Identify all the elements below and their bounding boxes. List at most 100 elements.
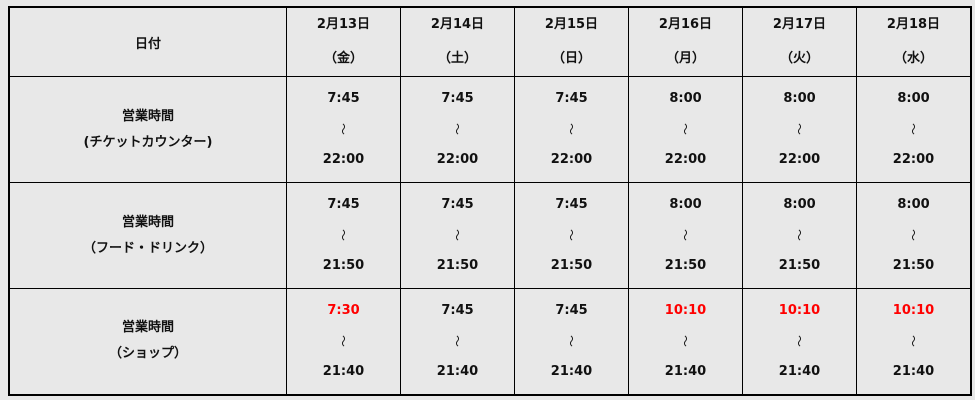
close-time: 22:00 [778,152,821,167]
open-time: 8:00 [783,197,816,212]
close-time: 22:00 [436,152,479,167]
day-weekday: （土） [437,51,477,66]
close-time: 22:00 [550,152,593,167]
open-time: 7:45 [555,197,588,212]
row-title: 営業時間 [121,214,174,230]
close-time: 21:40 [892,363,935,379]
range-separator: 〜 [743,326,856,357]
hours-cell: 7:45 〜 21:50 [400,182,515,289]
row-label: 営業時間 （ショップ） [8,288,287,395]
day-header: 2月14日 （土） [400,6,515,77]
date-header-label: 日付 [8,6,287,77]
range-separator: 〜 [401,114,514,145]
close-time: 21:40 [664,363,707,379]
open-time: 10:10 [892,302,935,318]
open-time: 7:30 [327,302,360,318]
day-date: 2月13日 [316,17,371,32]
open-time: 7:45 [327,91,360,106]
tilde-icon: 〜 [792,228,807,242]
range-separator: 〜 [629,220,742,251]
range-separator: 〜 [743,220,856,251]
row-subtitle: （フード・ドリンク） [82,240,213,256]
open-time: 7:45 [441,91,474,106]
hours-cell: 7:30 〜 21:40 [286,288,401,395]
tilde-icon: 〜 [792,334,807,347]
hours-cell: 8:00 〜 22:00 [856,76,972,183]
tilde-icon: 〜 [564,228,579,242]
close-time: 21:50 [550,258,593,273]
close-time: 21:50 [436,258,479,273]
range-separator: 〜 [857,326,970,357]
hours-cell: 10:10 〜 21:40 [628,288,743,395]
close-time: 22:00 [892,152,935,167]
close-time: 22:00 [664,152,707,167]
tilde-icon: 〜 [336,334,351,347]
tilde-icon: 〜 [792,122,807,136]
range-separator: 〜 [515,220,628,251]
open-time: 8:00 [669,197,702,212]
day-weekday: （火） [779,51,819,66]
tilde-icon: 〜 [336,228,351,242]
open-time: 8:00 [897,91,930,106]
tilde-icon: 〜 [450,228,465,242]
day-header: 2月15日 （日） [514,6,629,77]
row-title: 営業時間 [121,108,174,124]
hours-cell: 8:00 〜 21:50 [742,182,857,289]
close-time: 21:40 [436,363,479,379]
tilde-icon: 〜 [564,334,579,347]
hours-cell: 7:45 〜 22:00 [286,76,401,183]
day-header: 2月18日 （水） [856,6,972,77]
close-time: 21:50 [892,258,935,273]
close-time: 21:40 [550,363,593,379]
hours-cell: 7:45 〜 21:50 [514,182,629,289]
tilde-icon: 〜 [564,122,579,136]
close-time: 21:50 [322,258,365,273]
day-weekday: （月） [665,51,705,66]
hours-cell: 8:00 〜 21:50 [856,182,972,289]
day-weekday: （水） [893,51,933,66]
tilde-icon: 〜 [906,228,921,242]
hours-cell: 8:00 〜 22:00 [742,76,857,183]
close-time: 21:40 [778,363,821,379]
business-hours-table: 日付 2月13日 （金） 2月14日 （土） 2月15日 （日） 2月16日 （月） 2月17日… [8,6,972,396]
hours-row: 営業時間 （ショップ） 7:30 〜 21:40 7:45 〜 21:40 7:45 〜 21:40… [8,288,972,395]
row-title: 営業時間 [121,320,174,336]
range-separator: 〜 [515,114,628,145]
hours-cell: 8:00 〜 22:00 [628,76,743,183]
range-separator: 〜 [287,114,400,145]
hours-cell: 10:10 〜 21:40 [742,288,857,395]
range-separator: 〜 [401,220,514,251]
close-time: 22:00 [322,152,365,167]
open-time: 7:45 [555,302,588,318]
range-separator: 〜 [287,220,400,251]
tilde-icon: 〜 [906,122,921,136]
range-separator: 〜 [857,114,970,145]
hours-cell: 7:45 〜 22:00 [514,76,629,183]
range-separator: 〜 [629,114,742,145]
hours-row: 営業時間 (チケットカウンター) 7:45 〜 22:00 7:45 〜 22:00 7:45 〜… [8,76,972,183]
day-header: 2月17日 （火） [742,6,857,77]
day-date: 2月14日 [430,17,485,32]
hours-cell: 10:10 〜 21:40 [856,288,972,395]
hours-cell: 8:00 〜 21:50 [628,182,743,289]
open-time: 7:45 [327,197,360,212]
row-subtitle: （ショップ） [108,346,187,362]
day-date: 2月16日 [658,17,713,32]
tilde-icon: 〜 [450,122,465,136]
tilde-icon: 〜 [450,334,465,347]
tilde-icon: 〜 [678,334,693,347]
hours-row: 営業時間 （フード・ドリンク） 7:45 〜 21:50 7:45 〜 21:50 7:45 〜 2… [8,182,972,289]
open-time: 7:45 [555,91,588,106]
close-time: 21:50 [778,258,821,273]
day-date: 2月15日 [544,17,599,32]
tilde-icon: 〜 [678,228,693,242]
open-time: 7:45 [441,197,474,212]
open-time: 10:10 [664,302,707,318]
tilde-icon: 〜 [678,122,693,136]
day-header: 2月16日 （月） [628,6,743,77]
close-time: 21:40 [322,363,365,379]
hours-cell: 7:45 〜 21:50 [286,182,401,289]
open-time: 8:00 [669,91,702,106]
row-label: 営業時間 （フード・ドリンク） [8,182,287,289]
range-separator: 〜 [629,326,742,357]
